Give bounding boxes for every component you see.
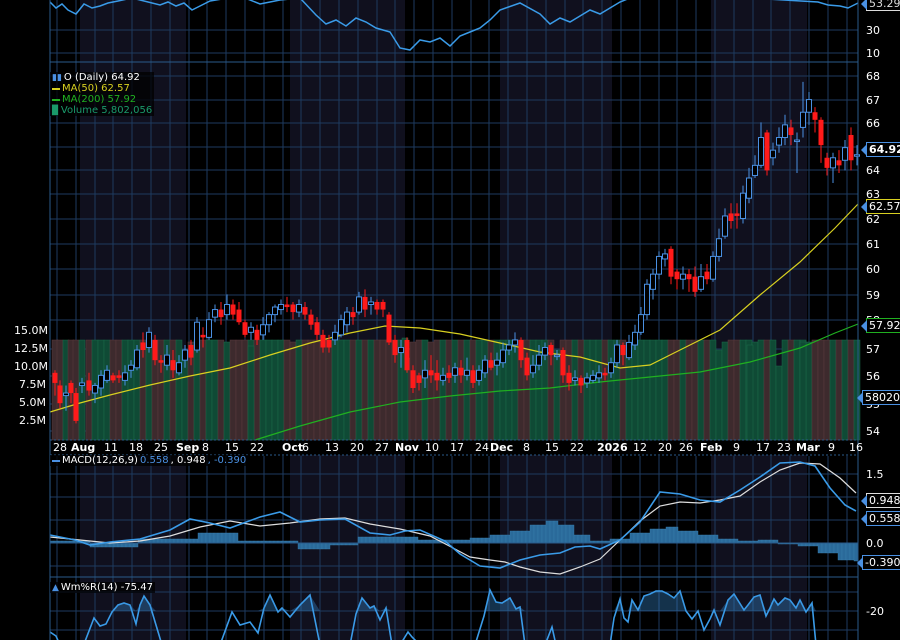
price-axis-tick: 56 [866,370,880,383]
date-axis-tick: 6 [302,441,309,454]
price-axis-tick: 62 [866,213,880,226]
price-legend: ▮▮ O (Daily) 64.92 MA(50) 62.57 MA(200) … [50,72,155,116]
price-axis-tick: 61 [866,238,880,251]
williams-r-panel [49,587,858,640]
date-axis-tick: 10 [425,441,439,454]
candlestick-icon: ▮▮ [52,72,62,83]
date-axis-tick: 26 [679,441,693,454]
date-axis-tick: Nov [395,441,419,454]
top-oscillator-line [49,0,859,51]
date-axis-tick: 24 [475,441,489,454]
date-axis-tick: 20 [350,441,364,454]
price-axis-tick: 63 [866,188,880,201]
price-axis-tick: 67 [866,94,880,107]
price-axis-tick: 59 [866,289,880,302]
date-axis-tick: Oct [282,441,304,454]
date-axis-tick: 20 [658,441,672,454]
line-swatch-icon [52,87,60,90]
line-swatch-icon [52,459,60,462]
date-axis-tick: 12 [633,441,647,454]
price-axis-tick: 60 [866,263,880,276]
volume-axis-tick: 12.5M [14,342,48,355]
legend-price-label: O (Daily) 64.92 [63,72,140,83]
legend-ma50-label: MA(50) 62.57 [62,83,130,94]
macd-tag: -0.390 [856,555,900,570]
date-axis-tick: 8 [523,441,530,454]
date-axis-tick: 11 [104,441,118,454]
date-axis-tick: 9 [828,441,835,454]
legend-volume: ▉ Volume 5,802,056 [52,105,152,116]
date-axis-tick: 13 [325,441,339,454]
date-axis-tick: 23 [777,441,791,454]
volume-axis-tick: 7.5M [19,378,46,391]
date-axis-tick: 9 [733,441,740,454]
price-tag-57.92: 57.92 [861,318,900,333]
date-axis-tick: Mar [796,441,820,454]
date-axis-tick: Aug [71,441,96,454]
macd-axis-tick: 0.0 [866,537,884,550]
price-axis-tick: 66 [866,117,880,130]
macd-legend-title: MACD(12,26,9) [62,455,138,466]
volume-axis-tick: 5.0M [19,396,46,409]
macd-tag: 0.948 [861,493,900,508]
williams-r-legend: ▲ Wm%R(14) -75.47 [50,582,155,593]
macd-legend: MACD(12,26,9) 0.558, 0.948, -0.390 [50,455,249,466]
volume-axis-tick: 2.5M [19,414,46,427]
date-axis-tick: 15 [225,441,239,454]
date-axis-tick: Feb [700,441,723,454]
price-axis-tick: 68 [866,70,880,83]
macd-value: 0.558 [139,455,169,466]
macd-panel [49,461,859,575]
area-chart-icon: ▲ [52,582,59,593]
price-candles[interactable] [52,81,860,424]
williams-r-label: Wm%R(14) -75.47 [60,582,153,593]
date-axis-tick: 15 [545,441,559,454]
price-axis-tick: 64 [866,164,880,177]
wmr-axis-tick: -20 [866,605,884,618]
date-axis-tick: 17 [756,441,770,454]
macd-tag: 0.558 [861,511,900,526]
date-axis-tick: 2026 [597,441,628,454]
line-swatch-icon [52,98,60,101]
date-axis-tick: 22 [570,441,584,454]
date-axis-tick: 18 [129,441,143,454]
date-axis-tick: Sep [176,441,200,454]
volume-axis-tick: 10.0M [14,360,48,373]
legend-price: ▮▮ O (Daily) 64.92 [52,72,152,83]
date-axis-tick: Dec [490,441,514,454]
date-axis-tick: 17 [450,441,464,454]
macd-signal-value: , 0.948 [170,455,206,466]
date-axis-tick: 16 [849,441,863,454]
legend-ma200: MA(200) 57.92 [52,94,152,105]
price-tag-62.57: 62.57 [861,199,900,214]
legend-ma50: MA(50) 62.57 [52,83,152,94]
volume-axis-tick: 15.0M [14,324,48,337]
top-value-tag: 53.29 [861,0,900,11]
macd-axis-tick: 1.5 [866,468,884,481]
date-axis-tick: 25 [154,441,168,454]
top-axis-tick: 30 [866,24,880,37]
date-axis-tick: 22 [250,441,264,454]
price-tag-64.92: 64.92 [861,142,900,157]
legend-volume-label: Volume 5,802,056 [60,105,153,116]
price-tag-580205: 580205 [857,390,900,405]
date-axis-tick: 28 [53,441,67,454]
date-axis-tick: 27 [375,441,389,454]
bar-chart-icon: ▉ [52,105,59,116]
macd-histogram-value: , -0.390 [207,455,247,466]
price-axis-tick: 54 [866,425,880,438]
date-axis-tick: 8 [202,441,209,454]
legend-ma200-label: MA(200) 57.92 [62,94,137,105]
top-axis-tick: 10 [866,47,880,60]
price-axis-tick: 57 [866,343,880,356]
